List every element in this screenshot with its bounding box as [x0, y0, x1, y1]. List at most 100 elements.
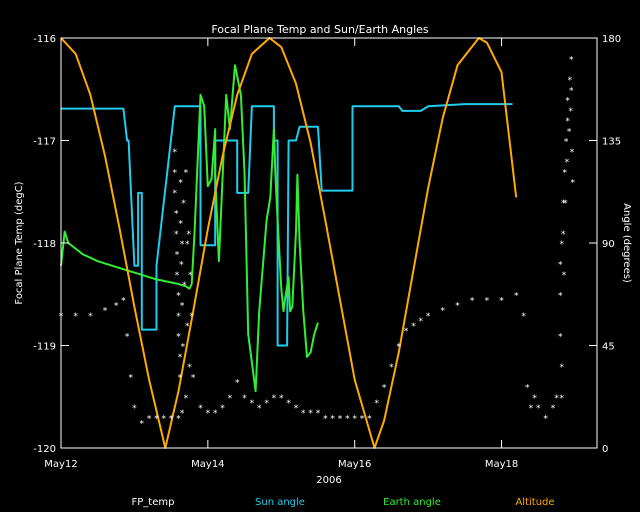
legend-earth-angle: Earth angle	[383, 497, 441, 508]
point-fp-temp-12: *	[162, 414, 167, 424]
point-fp-temp-scattered-25: *	[188, 271, 193, 281]
point-fp-temp-43: *	[382, 384, 387, 394]
point-fp-temp-14: *	[176, 414, 181, 424]
point-fp-temp-40: *	[360, 414, 365, 424]
y-left-tick-label-2: -118	[33, 239, 56, 250]
point-fp-temp-scattered-19: *	[182, 281, 187, 291]
point-fp-temp-scattered-23: *	[187, 230, 192, 240]
point-fp-temp-2: *	[88, 312, 93, 322]
point-fp-temp-scattered-40: *	[565, 117, 570, 127]
point-fp-temp-22: *	[228, 394, 233, 404]
point-fp-temp-63: *	[554, 394, 559, 404]
point-fp-temp-scattered-36: *	[562, 168, 567, 178]
point-fp-temp-6: *	[125, 332, 130, 342]
point-fp-temp-scattered-39: *	[565, 158, 570, 168]
point-fp-temp-scattered-28: *	[558, 291, 563, 301]
point-fp-temp-54: *	[499, 296, 504, 306]
point-fp-temp-scattered-21: *	[185, 240, 190, 250]
point-fp-temp-8: *	[132, 404, 137, 414]
point-fp-temp-42: *	[374, 399, 379, 409]
point-fp-temp-46: *	[404, 327, 409, 337]
legend-altitude: Altitude	[515, 497, 554, 508]
point-fp-temp-scattered-9: *	[176, 332, 181, 342]
series-line-altitude	[60, 37, 518, 449]
point-fp-temp-3: *	[103, 307, 108, 317]
y-right-tick-label-2: 90	[602, 239, 615, 250]
point-fp-temp-18: *	[198, 404, 203, 414]
point-fp-temp-scattered-31: *	[560, 394, 565, 404]
point-fp-temp-scattered-48: *	[571, 179, 576, 189]
point-fp-temp-17: *	[191, 373, 196, 383]
point-fp-temp-scattered-6: *	[175, 271, 180, 281]
point-fp-temp-60: *	[536, 404, 541, 414]
point-fp-temp-23: *	[235, 378, 240, 388]
point-fp-temp-26: *	[257, 404, 262, 414]
point-fp-temp-scattered-37: *	[563, 199, 568, 209]
point-fp-temp-scattered-4: *	[174, 230, 179, 240]
point-fp-temp-scattered-43: *	[568, 76, 573, 86]
y-left-tick-label-4: -116	[33, 34, 56, 45]
point-fp-temp-scattered-10: *	[178, 353, 183, 363]
point-fp-temp-scattered-12: *	[178, 179, 183, 189]
point-fp-temp-scattered-5: *	[175, 250, 180, 260]
point-fp-temp-scattered-34: *	[561, 230, 566, 240]
point-fp-temp-28: *	[272, 394, 277, 404]
point-fp-temp-scattered-18: *	[181, 199, 186, 209]
point-fp-temp-1: *	[73, 312, 78, 322]
point-fp-temp-15: *	[180, 409, 185, 419]
y-left-tick-label-0: -120	[33, 444, 56, 455]
legend: FP_temp Sun angle Earth angle Altitude	[132, 497, 555, 508]
y-right-tick-label-4: 180	[602, 34, 621, 45]
point-fp-temp-58: *	[529, 404, 534, 414]
series-fp-temp-scattered: ****************************************…	[173, 56, 576, 404]
point-fp-temp-scattered-45: *	[569, 56, 574, 66]
x-tick-label-1: May14	[191, 459, 224, 470]
point-fp-temp-scattered-44: *	[568, 107, 573, 117]
point-fp-temp-25: *	[250, 399, 255, 409]
point-fp-temp-scattered-1: *	[173, 168, 178, 178]
y-axis-right-label: Angle (degrees)	[621, 203, 632, 283]
point-fp-temp-34: *	[316, 409, 321, 419]
point-fp-temp-scattered-13: *	[178, 220, 183, 230]
point-fp-temp-48: *	[419, 317, 424, 327]
point-fp-temp-scattered-46: *	[569, 86, 574, 96]
y-right-tick-label-1: 45	[602, 342, 615, 353]
point-fp-temp-16: *	[184, 394, 189, 404]
point-fp-temp-scattered-7: *	[176, 291, 181, 301]
point-fp-temp-7: *	[129, 373, 134, 383]
point-fp-temp-13: *	[169, 414, 174, 424]
y-right-tick-label-0: 0	[602, 444, 608, 455]
point-fp-temp-scattered-47: *	[570, 148, 575, 158]
point-fp-temp-51: *	[455, 302, 460, 312]
point-fp-temp-scattered-3: *	[174, 209, 179, 219]
point-fp-temp-32: *	[301, 409, 306, 419]
point-fp-temp-scattered-14: *	[179, 261, 184, 271]
point-fp-temp-39: *	[352, 414, 357, 424]
point-fp-temp-59: *	[532, 394, 537, 404]
series-line-sun-angle	[61, 103, 513, 347]
legend-fp-temp: FP_temp	[132, 497, 175, 508]
point-fp-temp-scattered-24: *	[187, 363, 192, 373]
point-fp-temp-scattered-29: *	[558, 332, 563, 342]
point-fp-temp-19: *	[206, 409, 211, 419]
point-fp-temp-36: *	[330, 414, 335, 424]
point-fp-temp-scattered-35: *	[562, 271, 567, 281]
x-tick-label-2: May16	[338, 459, 371, 470]
point-fp-temp-scattered-22: *	[185, 322, 190, 332]
point-fp-temp-scattered-8: *	[176, 312, 181, 322]
point-fp-temp-scattered-2: *	[173, 189, 178, 199]
point-fp-temp-scattered-15: *	[180, 240, 185, 250]
point-fp-temp-10: *	[147, 414, 152, 424]
point-fp-temp-4: *	[114, 302, 119, 312]
point-fp-temp-53: *	[485, 296, 490, 306]
point-fp-temp-scattered-42: *	[567, 127, 572, 137]
point-fp-temp-11: *	[154, 414, 159, 424]
point-fp-temp-31: *	[294, 404, 299, 414]
point-fp-temp-30: *	[286, 399, 291, 409]
y-axis-left-label: Focal Plane Temp (degC)	[14, 181, 25, 304]
point-fp-temp-52: *	[470, 296, 475, 306]
point-fp-temp-38: *	[345, 414, 350, 424]
series-layer: * * ********* * * * ****** ********* **** * ** * * * *…	[59, 37, 576, 449]
legend-sun-angle: Sun angle	[255, 497, 305, 508]
